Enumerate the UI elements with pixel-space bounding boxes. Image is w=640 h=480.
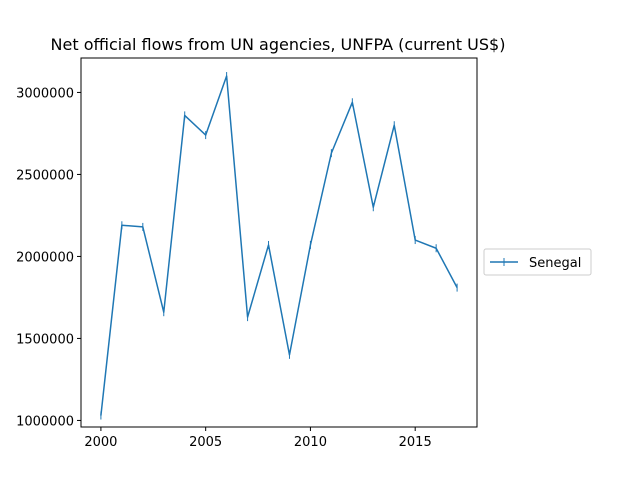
x-tick-label-2010: 2010: [294, 435, 327, 450]
y-tick-label-1500000: 1500000: [16, 332, 74, 347]
plot-area: 2000 2005 2010 2015 1000000 1500000 2000000 250…: [16, 57, 478, 450]
legend-box: [483, 248, 592, 276]
legend: Senegal: [483, 248, 592, 276]
y-tick-label-1000000: 1000000: [16, 414, 74, 429]
x-tick-label-2015: 2015: [399, 435, 432, 450]
series-line-senegal: [100, 75, 458, 416]
y-tick-label-2000000: 2000000: [16, 250, 74, 265]
x-tick-label-2005: 2005: [189, 435, 222, 450]
y-tick-label-2500000: 2500000: [16, 168, 74, 183]
x-tick-label-2000: 2000: [84, 435, 117, 450]
legend-label-senegal: Senegal: [529, 256, 581, 271]
chart-title: Net official flows from UN agencies, UNF…: [51, 35, 506, 54]
axes-frame: [80, 57, 478, 428]
y-tick-label-3000000: 3000000: [16, 86, 74, 101]
